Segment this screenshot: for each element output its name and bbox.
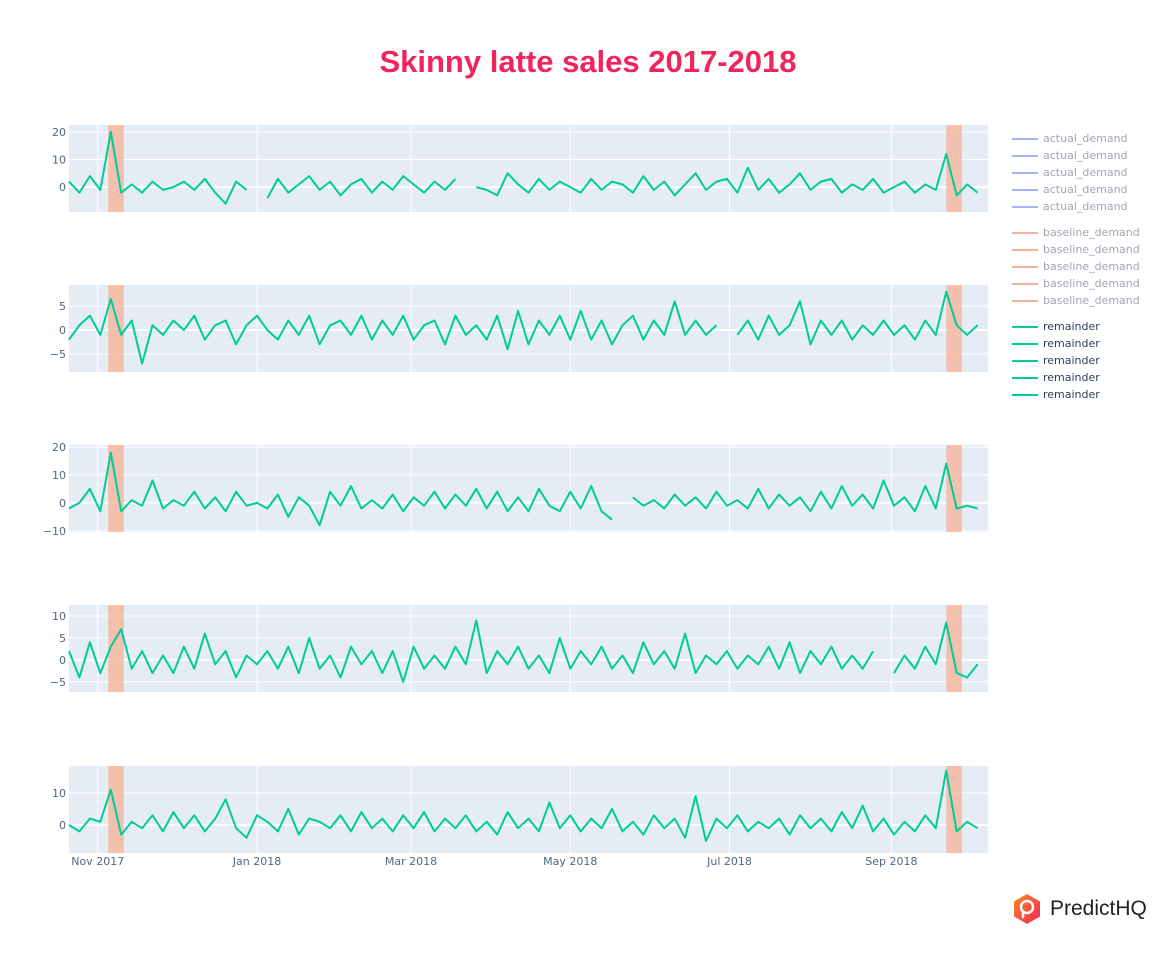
event-highlight-band <box>108 605 124 692</box>
legend-item-baseline_demand[interactable]: baseline_demand <box>1012 275 1140 292</box>
y-tick-label: 0 <box>59 819 66 832</box>
subplot-4: −5 0 5 10 <box>50 605 988 692</box>
legend-swatch <box>1012 188 1038 191</box>
remainder-line <box>68 297 718 365</box>
legend-swatch <box>1012 359 1038 362</box>
y-tick-label: 10 <box>52 787 66 800</box>
legend-swatch <box>1012 137 1038 140</box>
subplot-5: 0 10 <box>52 766 988 853</box>
legend-swatch <box>1012 231 1038 234</box>
legend: actual_demand actual_demand actual_demand a… <box>1012 130 1140 403</box>
legend-label: baseline_demand <box>1043 277 1140 290</box>
plot-area <box>69 285 988 372</box>
subplot-2: −5 0 5 <box>50 285 988 372</box>
y-tick-label: 10 <box>52 610 66 623</box>
legend-item-remainder[interactable]: remainder <box>1012 318 1140 335</box>
legend-label: remainder <box>1043 388 1100 401</box>
legend-item-actual_demand[interactable]: actual_demand <box>1012 147 1140 164</box>
y-tick-label: 0 <box>59 654 66 667</box>
legend-item-remainder[interactable]: remainder <box>1012 335 1140 352</box>
legend-swatch <box>1012 342 1038 345</box>
legend-label: actual_demand <box>1043 132 1128 145</box>
legend-label: actual_demand <box>1043 166 1128 179</box>
event-highlight-band <box>946 605 962 692</box>
logo-text: PredictHQ <box>1050 897 1147 920</box>
legend-item-actual_demand[interactable]: actual_demand <box>1012 130 1140 147</box>
remainder-line <box>68 769 979 842</box>
legend-label: actual_demand <box>1043 149 1128 162</box>
plot-area <box>69 766 988 853</box>
y-tick-label: 20 <box>52 126 66 139</box>
legend-item-actual_demand[interactable]: actual_demand <box>1012 181 1140 198</box>
x-tick-label: Jan 2018 <box>232 855 281 868</box>
legend-label: baseline_demand <box>1043 243 1140 256</box>
remainder-line <box>476 153 979 197</box>
legend-label: actual_demand <box>1043 200 1128 213</box>
x-tick-label: May 2018 <box>543 855 597 868</box>
legend-item-remainder[interactable]: remainder <box>1012 352 1140 369</box>
event-highlight-band <box>946 445 962 532</box>
legend-swatch <box>1012 393 1038 396</box>
legend-item-remainder[interactable]: remainder <box>1012 386 1140 403</box>
legend-swatch <box>1012 265 1038 268</box>
remainder-line <box>68 619 874 683</box>
x-tick-label: Jul 2018 <box>706 855 752 868</box>
legend-label: baseline_demand <box>1043 294 1140 307</box>
x-tick-label: Nov 2017 <box>71 855 124 868</box>
remainder-line <box>68 130 248 205</box>
legend-swatch <box>1012 205 1038 208</box>
legend-swatch <box>1012 154 1038 157</box>
legend-item-baseline_demand[interactable]: baseline_demand <box>1012 224 1140 241</box>
remainder-line <box>266 175 457 199</box>
plot-area <box>69 605 988 692</box>
event-highlight-band <box>108 445 124 532</box>
legend-item-remainder[interactable]: remainder <box>1012 369 1140 386</box>
x-tick-label: Sep 2018 <box>865 855 917 868</box>
y-tick-label: 5 <box>59 632 66 645</box>
legend-swatch <box>1012 248 1038 251</box>
legend-label: remainder <box>1043 354 1100 367</box>
y-tick-label: 0 <box>59 497 66 510</box>
legend-swatch <box>1012 299 1038 302</box>
remainder-line <box>736 290 979 346</box>
legend-item-actual_demand[interactable]: actual_demand <box>1012 164 1140 181</box>
plot-area <box>69 125 988 212</box>
legend-label: remainder <box>1043 337 1100 350</box>
legend-label: baseline_demand <box>1043 260 1140 273</box>
legend-item-baseline_demand[interactable]: baseline_demand <box>1012 258 1140 275</box>
y-tick-label: −10 <box>43 525 66 538</box>
predicthq-logo: PredictHQ <box>1012 893 1147 925</box>
legend-label: baseline_demand <box>1043 226 1140 239</box>
legend-swatch <box>1012 171 1038 174</box>
plot-area <box>69 445 988 532</box>
subplot-1: 0 10 20 <box>52 125 988 212</box>
y-tick-label: 0 <box>59 181 66 194</box>
legend-label: actual_demand <box>1043 183 1128 196</box>
legend-swatch <box>1012 376 1038 379</box>
x-tick-label: Mar 2018 <box>385 855 437 868</box>
legend-label: remainder <box>1043 320 1100 333</box>
legend-label: remainder <box>1043 371 1100 384</box>
remainder-line <box>893 621 979 679</box>
remainder-line <box>632 462 978 513</box>
y-tick-label: 0 <box>59 324 66 337</box>
y-tick-label: −5 <box>50 676 66 689</box>
y-tick-label: 5 <box>59 300 66 313</box>
map-pin-hexagon-icon <box>1014 894 1040 924</box>
legend-swatch <box>1012 325 1038 328</box>
legend-item-actual_demand[interactable]: actual_demand <box>1012 198 1140 215</box>
legend-swatch <box>1012 282 1038 285</box>
event-highlight-band <box>946 125 962 212</box>
y-tick-label: 10 <box>52 469 66 482</box>
y-tick-label: 10 <box>52 154 66 167</box>
legend-item-baseline_demand[interactable]: baseline_demand <box>1012 292 1140 309</box>
subplot-3: −10 0 10 20 <box>43 441 988 538</box>
chart-title: Skinny latte sales 2017-2018 <box>379 44 797 79</box>
y-tick-label: −5 <box>50 348 66 361</box>
y-tick-label: 20 <box>52 441 66 454</box>
legend-item-baseline_demand[interactable]: baseline_demand <box>1012 241 1140 258</box>
remainder-line <box>68 451 613 527</box>
